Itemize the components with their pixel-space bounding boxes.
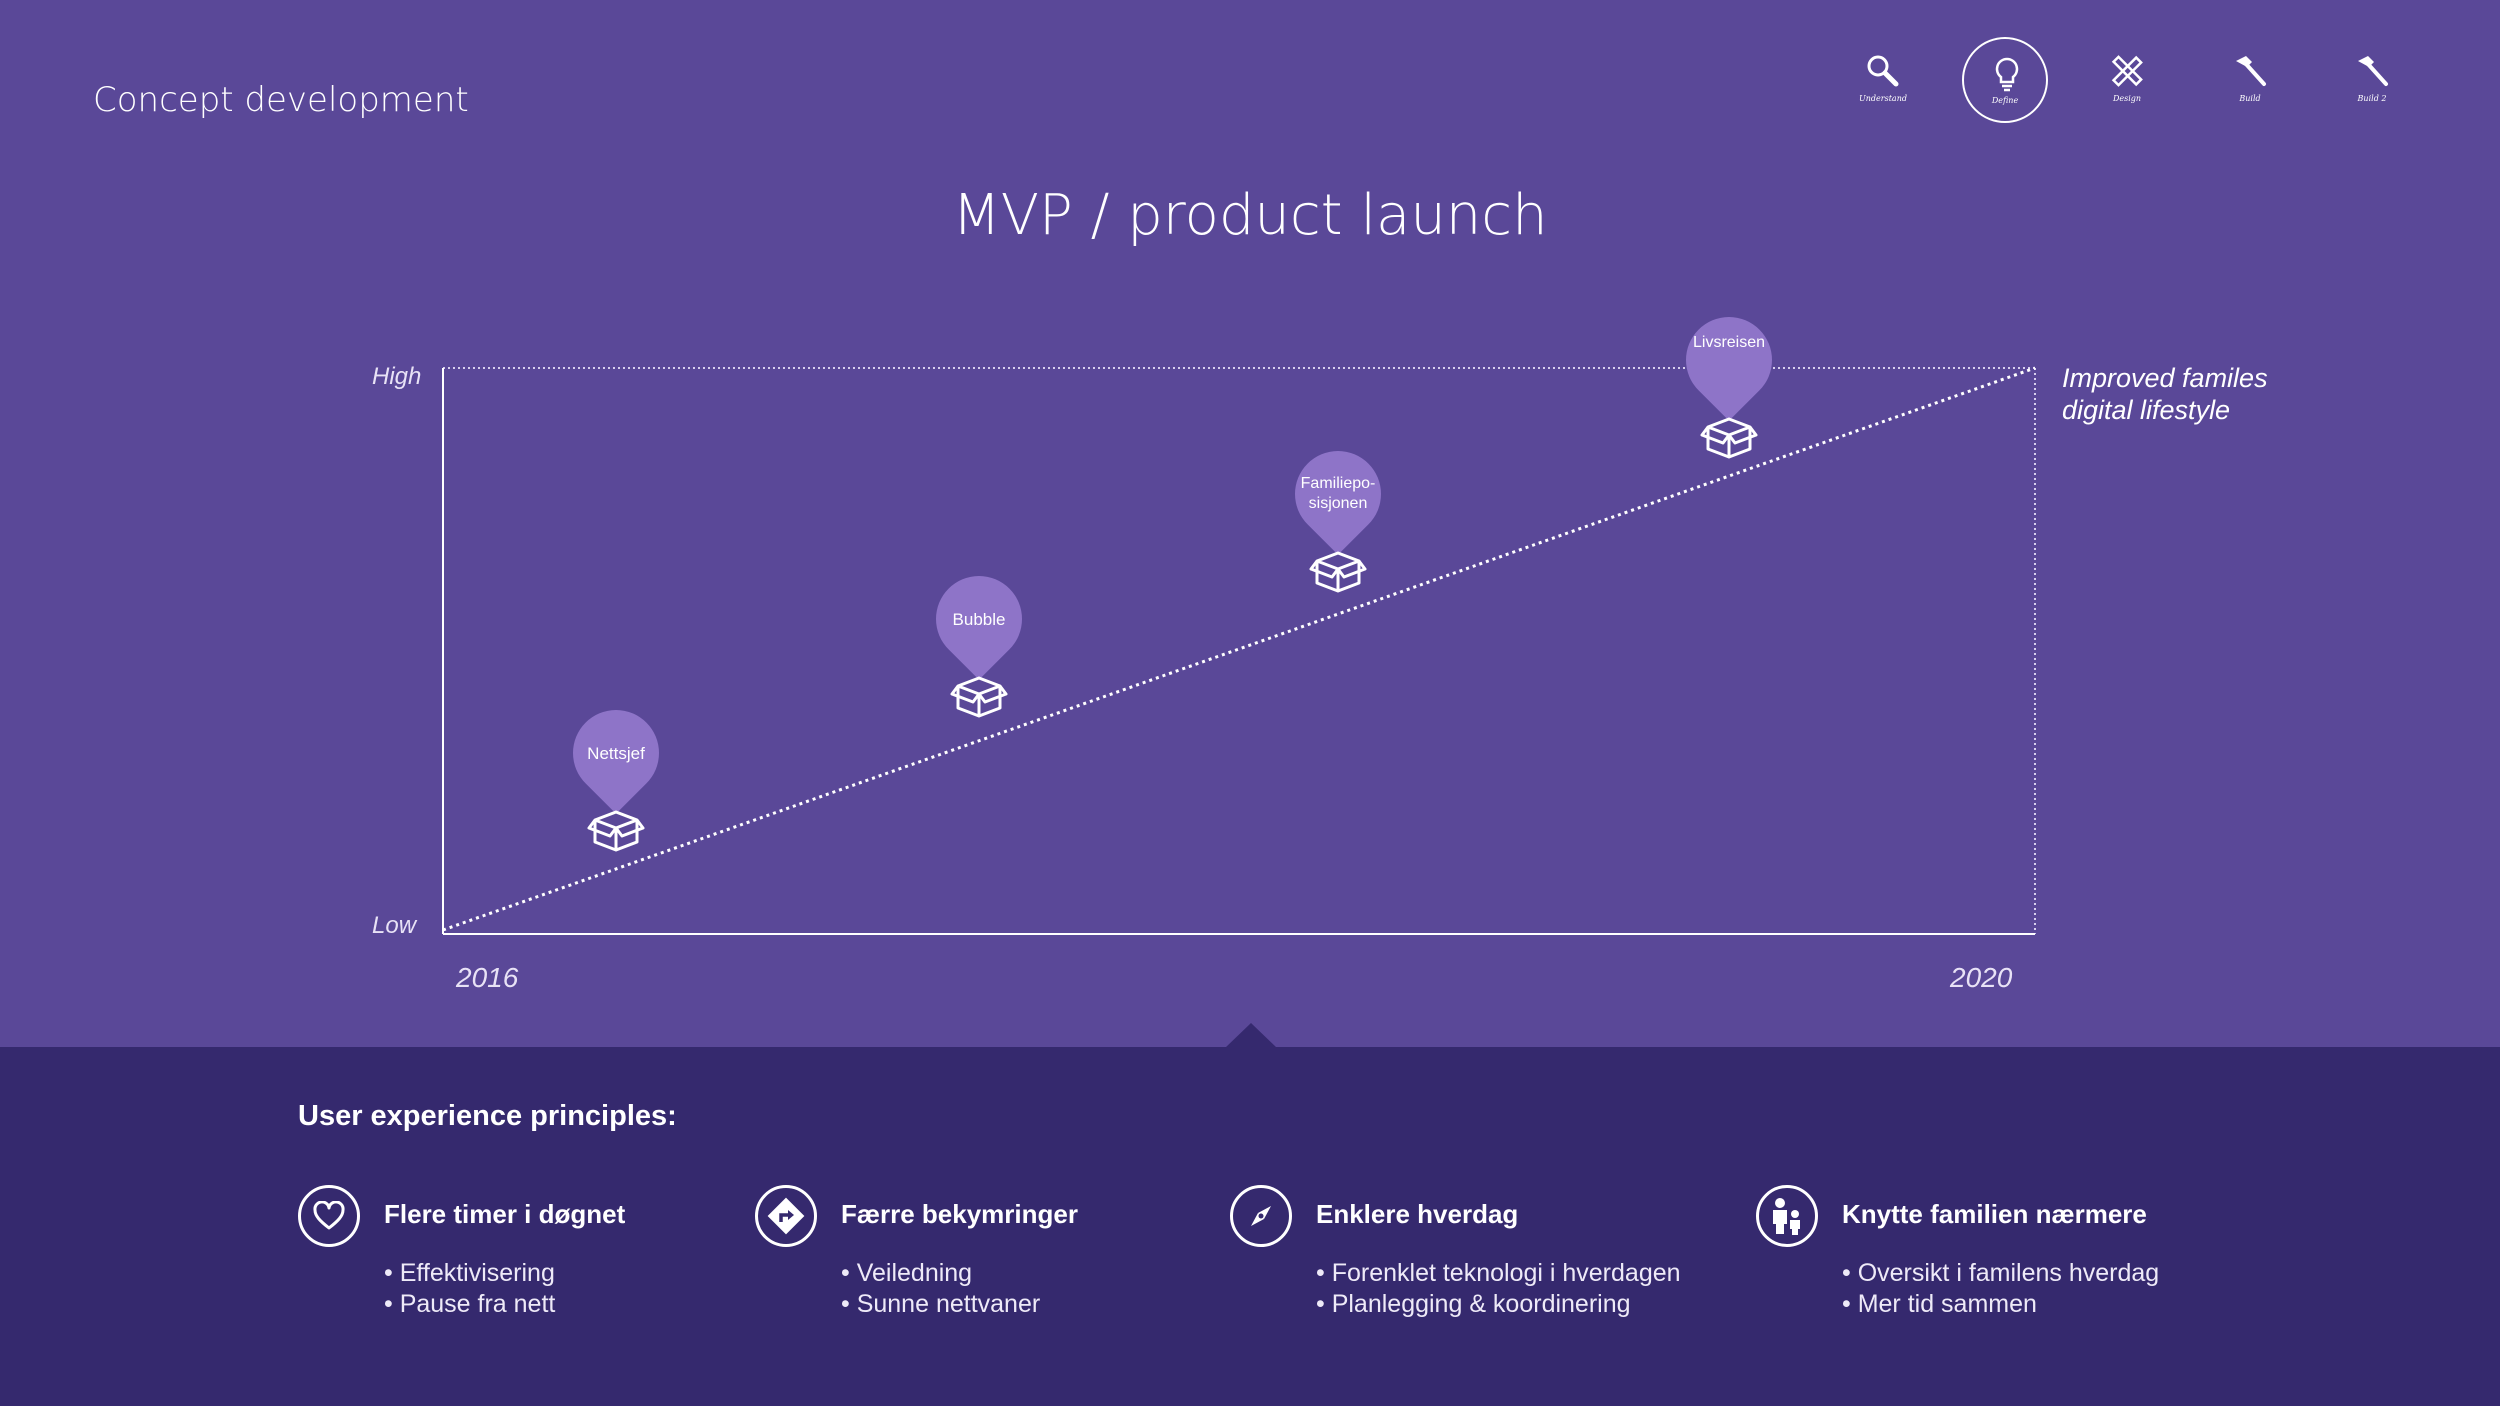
- chart-area: [442, 366, 2036, 935]
- milestone-label: Bubble: [952, 609, 1006, 629]
- principle-bullet: Sunne nettvaner: [841, 1289, 1040, 1320]
- principle-title: Knytte familien nærmere: [1842, 1199, 2147, 1229]
- principle-bullet: Veiledning: [841, 1258, 1040, 1289]
- nav-label: Define: [1991, 96, 2019, 105]
- hammer-icon: [2358, 56, 2388, 86]
- y-tick-low: Low: [372, 912, 417, 939]
- ruler-pencil-icon: [2111, 55, 2143, 87]
- top-section: [0, 0, 2500, 1047]
- compass-icon: [1230, 1185, 1292, 1247]
- milestone-pin[interactable]: Livsreisen: [1668, 299, 1790, 459]
- nav-item-design[interactable]: Design: [2084, 37, 2170, 123]
- road-sign-icon: [755, 1185, 817, 1247]
- family-icon: [1756, 1185, 1818, 1247]
- milestone-label: Livsreisen: [1692, 333, 1766, 351]
- nav-label: Design: [2112, 94, 2142, 103]
- process-nav: Understand Define Design Build Build 2: [1840, 34, 2400, 130]
- principle-bullet: Oversikt i familens hverdag: [1842, 1258, 2160, 1289]
- nav-label: Build: [2239, 94, 2261, 103]
- milestone-label: Familiepo-sisjonen: [1300, 475, 1376, 512]
- box-icon: [1700, 417, 1758, 459]
- nav-item-understand[interactable]: Understand: [1840, 37, 1926, 123]
- search-icon: [1867, 55, 1899, 87]
- principle-bullets: Forenklet teknologi i hverdagen Planlegg…: [1316, 1258, 1681, 1320]
- milestone-pin[interactable]: Nettsjef: [555, 692, 677, 852]
- principle-title: Færre bekymringer: [841, 1199, 1078, 1229]
- nav-item-build-2[interactable]: Build 2: [2329, 37, 2415, 123]
- principle-bullet: Forenklet teknologi i hverdagen: [1316, 1258, 1681, 1289]
- milestone-label: Nettsjef: [587, 743, 645, 763]
- principle-bullet: Pause fra nett: [384, 1289, 556, 1320]
- nav-item-define[interactable]: Define: [1962, 37, 2048, 123]
- trend-line: [442, 366, 2036, 932]
- nav-label: Build 2: [2357, 94, 2387, 103]
- box-icon: [1309, 551, 1367, 593]
- principle-bullets: Oversikt i familens hverdag Mer tid samm…: [1842, 1258, 2160, 1320]
- milestone-pin[interactable]: Familiepo-sisjonen: [1277, 433, 1399, 593]
- principle-title: Flere timer i døgnet: [384, 1199, 626, 1229]
- principle-bullet: Planlegging & koordinering: [1316, 1289, 1681, 1320]
- x-tick-start: 2016: [456, 962, 519, 993]
- lightbulb-icon: [1995, 57, 2019, 92]
- hammer-icon: [2236, 56, 2266, 86]
- milestone-pin[interactable]: Bubble: [918, 558, 1040, 718]
- box-icon: [587, 810, 645, 852]
- principles-title: User experience principles:: [298, 1100, 677, 1132]
- principle-bullets: Effektivisering Pause fra nett: [384, 1258, 556, 1320]
- page-title: Concept development: [93, 80, 469, 120]
- section-pointer: [1225, 1023, 1277, 1048]
- box-icon: [950, 676, 1008, 718]
- y-tick-high: High: [372, 363, 422, 390]
- nav-item-build[interactable]: Build: [2207, 37, 2293, 123]
- nav-label: Understand: [1859, 94, 1907, 103]
- principle-bullet: Mer tid sammen: [1842, 1289, 2159, 1320]
- principle-bullet: Effektivisering: [384, 1258, 555, 1289]
- principle-bullets: Veiledning Sunne nettvaner: [841, 1258, 1040, 1320]
- chart-title: MVP / product launch: [952, 183, 1548, 248]
- principle-title: Enklere hverdag: [1316, 1199, 1519, 1229]
- heart-icon: [298, 1185, 360, 1247]
- trend-line-label: Improved familes digital lifestyle: [2062, 363, 2268, 425]
- x-tick-end: 2020: [1950, 962, 2013, 993]
